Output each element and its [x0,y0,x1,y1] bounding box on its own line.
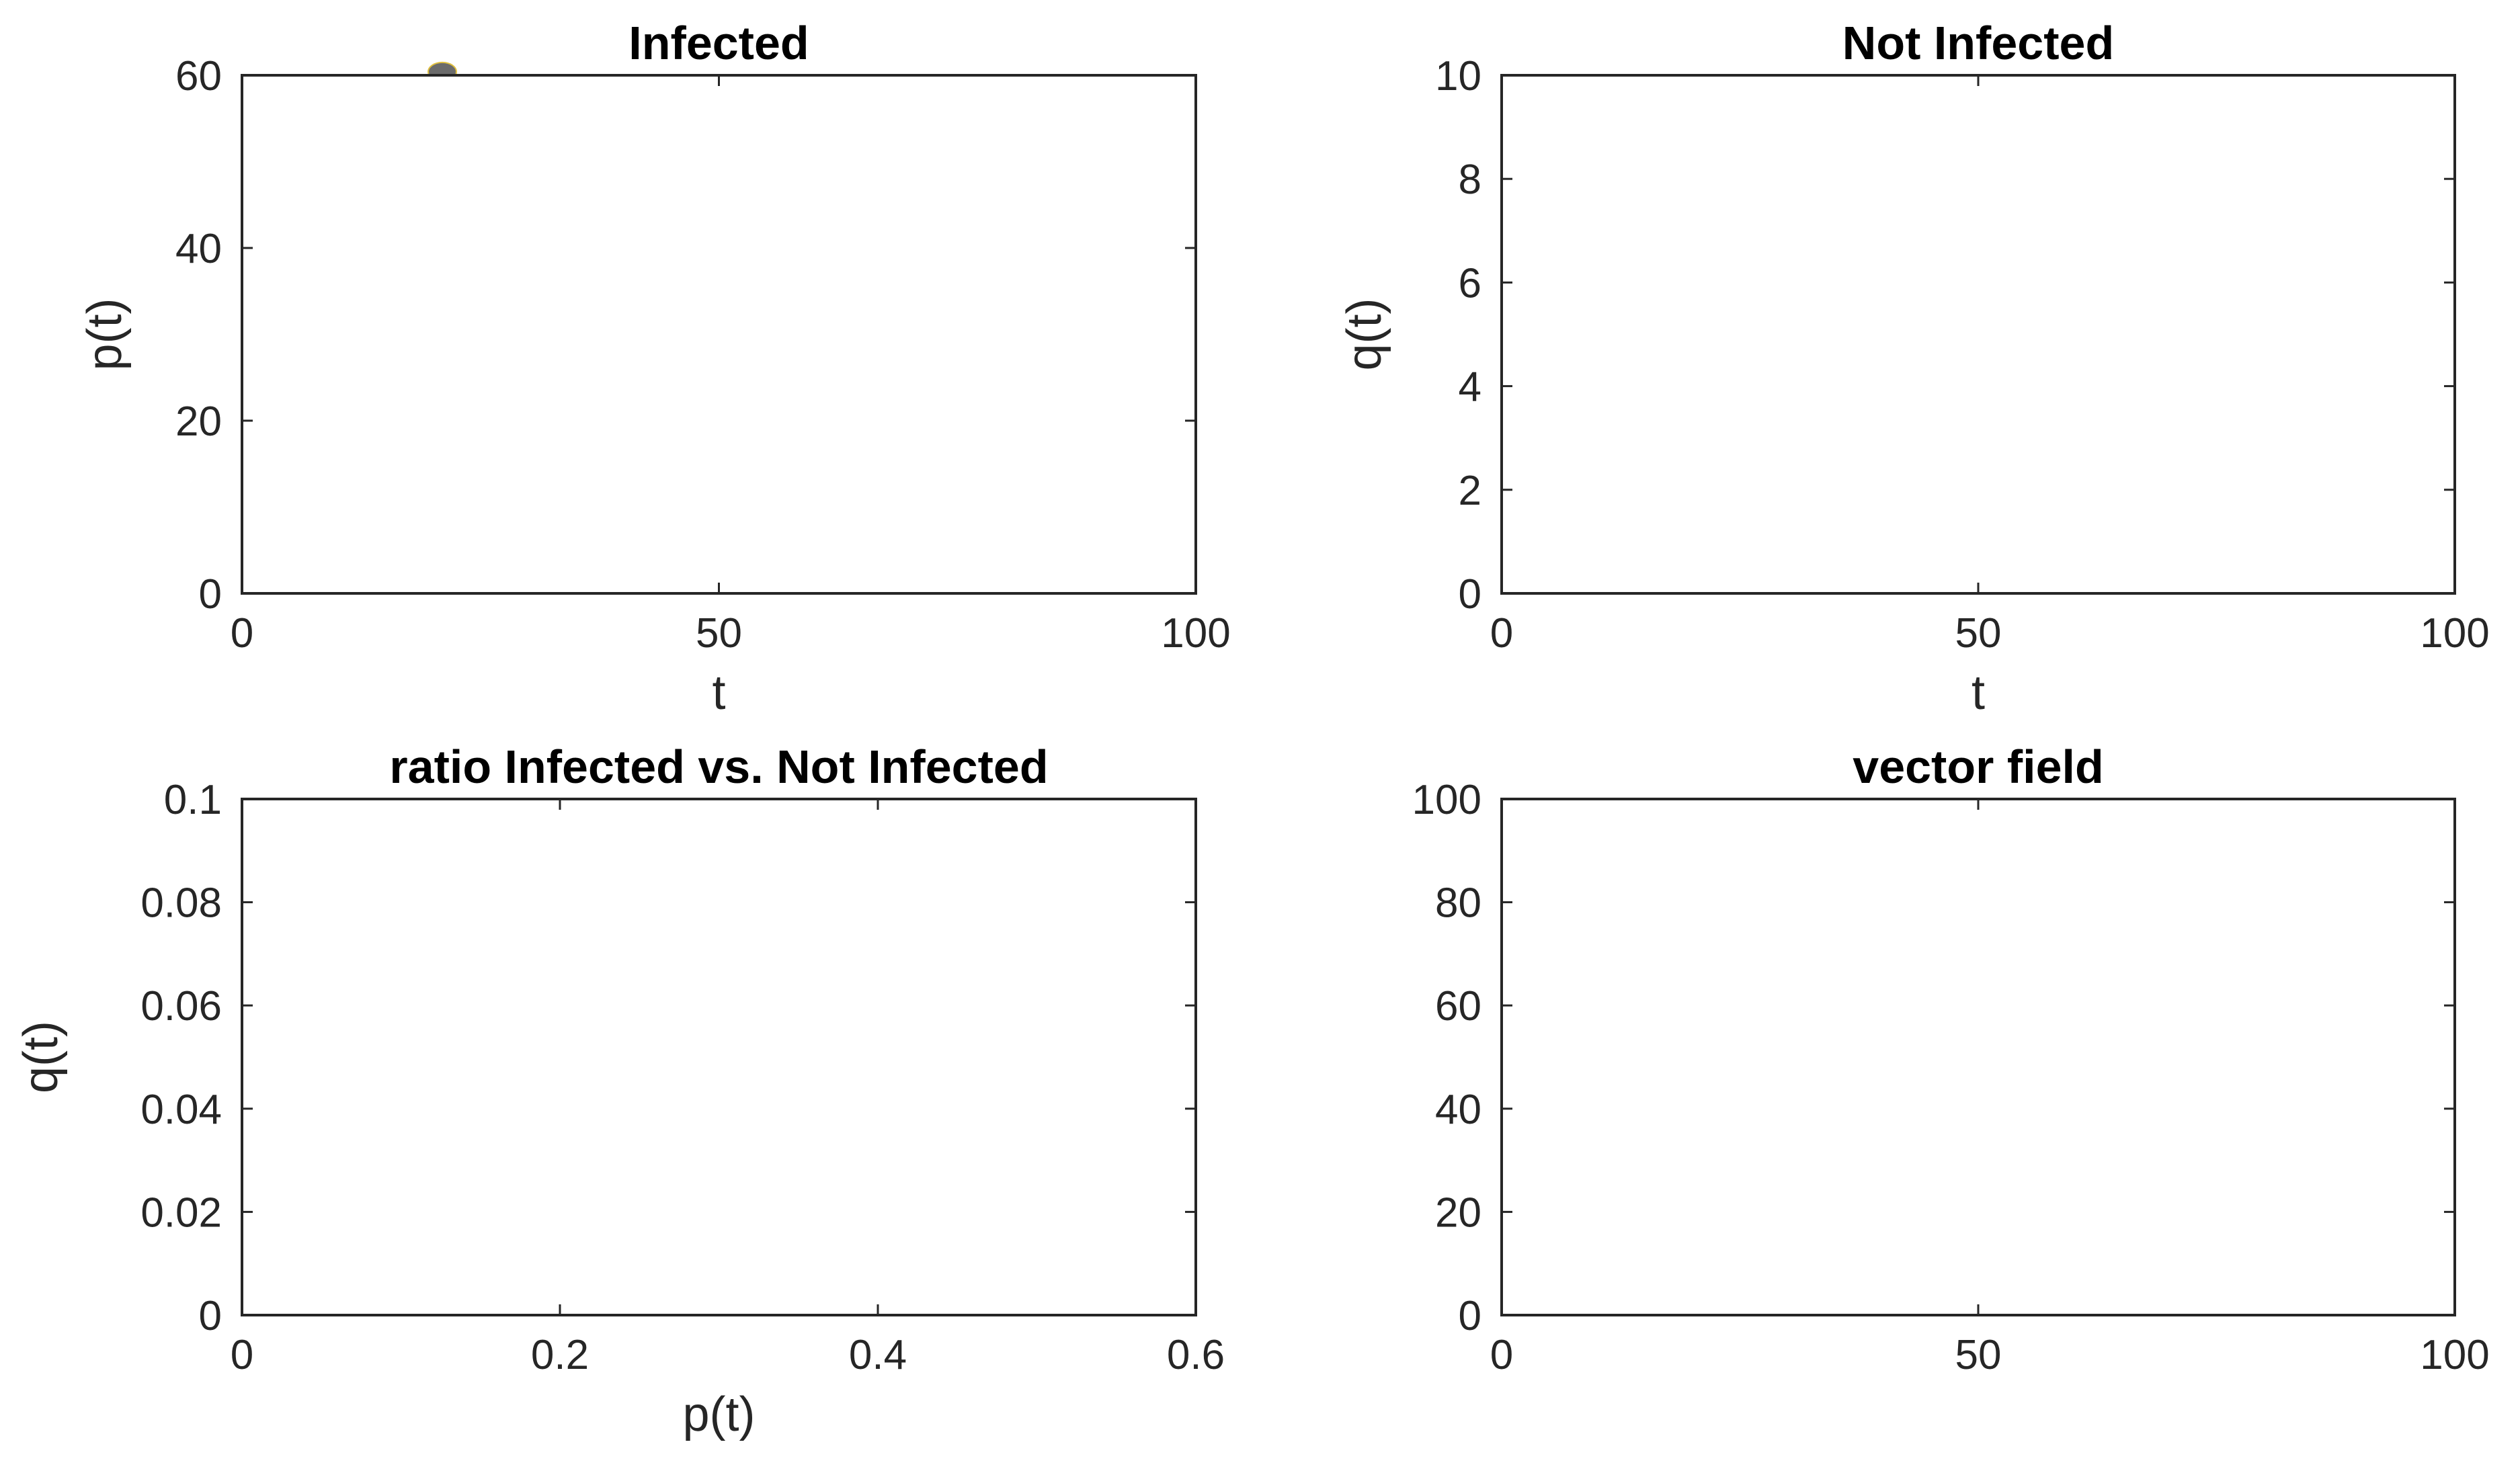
ratio-xtick-label: 0.2 [531,1332,589,1378]
not-infected-ytick-label: 8 [1459,157,1481,203]
infected-xtick-label: 0 [231,610,253,657]
vector-field-ytick-label: 60 [1435,983,1481,1030]
ratio-ytick-label: 0.04 [140,1087,222,1133]
vector-field-frame [1500,798,2456,1316]
ratio-ytick-label: 0 [199,1293,222,1339]
infected-ytick-label: 0 [199,571,222,618]
not-infected-xtick-label: 0 [1490,610,1513,657]
vector-field-panel: 0 50 100 0 20 40 60 80 100 vector field [1412,741,2490,1378]
not-infected-ylabel: q(t) [1338,298,1391,371]
ratio-ytick-label: 0.06 [140,983,222,1030]
not-infected-panel: 0 50 100 0 2 4 6 8 10 Not Infected t q(t) [1338,17,2490,720]
ratio-panel: 0 0.2 0.4 0.6 0 0.02 0.04 0.06 0.08 0.1 ratio Infe… [14,741,1225,1441]
vector-field-title: vector field [1853,741,2103,793]
not-infected-xtick-label: 50 [1955,610,2002,657]
not-infected-xlabel: t [1972,666,1985,720]
infected-frame [241,74,1197,595]
ratio-frame [241,798,1197,1316]
not-infected-ytick-label: 2 [1459,468,1481,514]
vector-field-xtick-label: 50 [1955,1332,2002,1378]
infected-xtick-label: 100 [1161,610,1230,657]
infected-ylabel: p(t) [78,298,132,371]
infected-xtick-label: 50 [696,610,742,657]
vector-field-ytick-label: 40 [1435,1087,1481,1133]
vector-field-ytick-label: 100 [1412,777,1481,823]
not-infected-xtick-label: 100 [2420,610,2489,657]
vector-field-ytick-label: 80 [1435,880,1481,927]
infected-ytick-label: 60 [175,53,222,99]
not-infected-title: Not Infected [1842,17,2114,69]
vector-field-xtick-label: 0 [1490,1332,1513,1378]
ratio-title: ratio Infected vs. Not Infected [389,741,1048,793]
infected-title: Infected [628,17,809,69]
not-infected-ytick-label: 0 [1459,571,1481,618]
infected-ytick-label: 40 [175,226,222,272]
vector-field-ytick-label: 20 [1435,1189,1481,1236]
not-infected-ytick-label: 4 [1459,364,1481,411]
infected-panel: 0 50 100 0 20 40 60 Infected t p(t) [78,17,1231,720]
not-infected-ytick-label: 10 [1435,53,1481,99]
ratio-ylabel: q(t) [14,1021,68,1093]
ratio-xtick-label: 0.6 [1167,1332,1225,1378]
vector-field-ytick-label: 0 [1459,1293,1481,1339]
vector-field-xtick-label: 100 [2420,1332,2489,1378]
ratio-xtick-label: 0.4 [849,1332,907,1378]
ratio-xtick-label: 0 [231,1332,253,1378]
ratio-xlabel: p(t) [683,1388,756,1441]
not-infected-ytick-label: 6 [1459,260,1481,306]
infected-ytick-label: 20 [175,398,222,445]
ratio-ytick-label: 0.02 [140,1189,222,1236]
not-infected-frame [1500,74,2456,595]
ratio-ytick-label: 0.1 [164,777,222,823]
infected-xlabel: t [712,666,725,720]
ratio-ytick-label: 0.08 [140,880,222,927]
